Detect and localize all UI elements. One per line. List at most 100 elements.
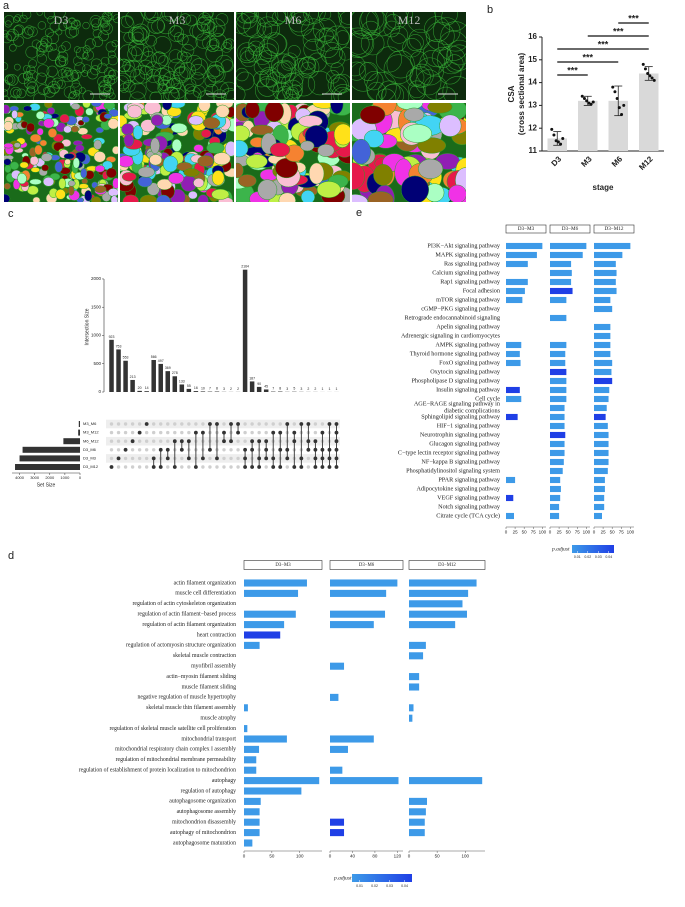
fiber-outline (55, 28, 63, 36)
x-tick-label: 100 (539, 530, 547, 535)
fiber-outline (174, 62, 186, 74)
fiber-outline (364, 70, 384, 91)
bar-value-label: 2164 (241, 265, 249, 269)
fiber-outline (74, 62, 86, 74)
fiber-outline (47, 16, 56, 25)
fiber-outline (92, 28, 102, 38)
bar (506, 413, 518, 421)
bar (550, 368, 567, 376)
matrix-dot (208, 422, 212, 426)
segmented-fiber (300, 190, 315, 202)
segmented-fiber (64, 158, 71, 165)
fiber-outline (108, 92, 116, 100)
segmented-fiber (236, 162, 244, 179)
intersection-bar (179, 384, 185, 392)
segmented-fiber (183, 168, 200, 177)
bar-value-label: 1 (321, 387, 323, 391)
bar (409, 652, 424, 660)
legend-tick-label: 0.01 (574, 555, 581, 559)
category-label: Calcium signaling pathway (432, 269, 501, 276)
x-tick-label: 25 (557, 530, 563, 535)
segmented-fiber (4, 142, 14, 149)
bar (506, 359, 521, 367)
matrix-dot (334, 430, 339, 435)
fiber-outline (184, 83, 195, 95)
fiber-outline (325, 25, 350, 50)
fiber-outline (25, 87, 36, 97)
fiber-outline (205, 84, 219, 98)
x-tick-label: 75 (619, 530, 625, 535)
intersection-bar (242, 269, 248, 392)
fiber-outline (91, 17, 101, 28)
set-size-bar (63, 438, 80, 445)
matrix-dot-empty (264, 430, 268, 435)
matrix-dot (116, 456, 121, 461)
fiber-outline (129, 82, 147, 100)
bar (409, 579, 477, 587)
fiber-outline (241, 12, 259, 24)
data-point (587, 101, 591, 105)
fiber-outline (79, 87, 86, 94)
fiber-outline (120, 58, 131, 73)
fiber-outline (442, 76, 466, 100)
fiber-outline (64, 67, 73, 76)
bar-value-label: 10 (201, 386, 205, 390)
segmented-fiber (363, 129, 385, 148)
matrix-dot (292, 465, 297, 469)
bar (550, 350, 566, 358)
segmented-fiber (110, 195, 118, 202)
segmented-fiber (19, 161, 29, 169)
fiber-outline (314, 27, 339, 52)
category-label: Glucagon signaling pathway (429, 440, 501, 447)
segmented-fiber (224, 140, 234, 157)
intersection-bar (137, 390, 142, 392)
bar (244, 704, 248, 712)
fiber-outline (28, 59, 37, 68)
fiber-outline (181, 44, 195, 58)
category-label: autophagy of mitochondrion (170, 829, 236, 836)
matrix-dot-empty (250, 422, 254, 426)
fiber-outline (330, 84, 350, 100)
segmented-fiber (4, 182, 11, 190)
segmented-fiber (55, 189, 66, 200)
micrograph-label: M3 (169, 13, 186, 27)
matrix-dot (186, 456, 191, 461)
matrix-dot-empty (222, 422, 226, 426)
matrix-dot-empty (137, 456, 142, 461)
fiber-outline (220, 87, 234, 100)
bar (550, 296, 567, 304)
category-label: heart contraction (197, 632, 236, 638)
fiber-outline (81, 69, 89, 77)
matrix-dot (320, 430, 325, 435)
matrix-dot-empty (187, 422, 191, 426)
facet-header (505, 224, 547, 234)
segmented-fiber (149, 154, 163, 166)
fiber-outline (140, 12, 156, 20)
category-label: autophagosome assembly (177, 809, 237, 815)
segmented-fiber (95, 127, 104, 134)
fiber-outline (190, 58, 209, 76)
data-point (580, 94, 584, 98)
facet-header (243, 560, 323, 570)
fiber-outline (366, 71, 397, 100)
matrix-dot (264, 447, 269, 452)
matrix-dot (193, 430, 198, 435)
bar (550, 449, 565, 457)
matrix-dot-empty (208, 465, 212, 469)
facet-title: D3−M6 (359, 563, 375, 568)
fiber-outline (406, 12, 437, 34)
matrix-dot (264, 456, 269, 461)
category-label: Thyroid hormone signaling pathway (410, 350, 501, 357)
fiber-outline (337, 12, 350, 25)
segmented-fiber (63, 153, 75, 160)
fiber-outline (259, 69, 278, 87)
bar (506, 341, 522, 349)
bar (594, 359, 613, 367)
category-label: regulation of actomyosin structure organ… (126, 642, 236, 649)
matrix-dot (320, 465, 325, 469)
matrix-dot (278, 430, 283, 435)
set-name: M3_M12 (83, 430, 99, 435)
matrix-dot (320, 456, 325, 461)
segmented-fiber (439, 114, 462, 137)
bar (594, 368, 612, 376)
